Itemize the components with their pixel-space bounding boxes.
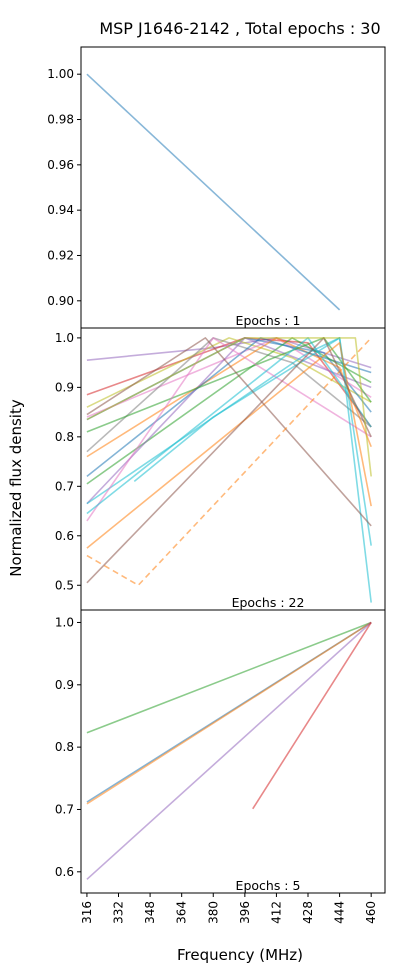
panel-2-series-line-18 [86,337,372,527]
panel-2-series-line-6 [86,337,372,453]
x-tick-label: 316 [80,901,94,924]
panel-2: 0.5 0.6 0.7 0.8 0.9 1.0 Epochs : 22 [55,327,386,611]
panels: 0.90 0.92 0.94 0.96 0.98 1.00 Epochs : 1 0.5 0.6… [47,46,386,924]
panel-3-epochs-label: Epochs : 5 [236,878,301,893]
x-tick-label: 364 [175,901,189,924]
chart-title: MSP J1646-2142 , Total epochs : 30 [99,19,380,38]
x-axis-title: Frequency (MHz) [177,946,303,964]
panel-2-y-tick-label: 0.9 [55,380,74,394]
y-axis-title: Normalized flux density [7,399,25,577]
panel-2-y-tick-label: 0.7 [55,479,74,493]
panel-3-y-tick-label: 0.7 [55,802,74,816]
panel-1-y-tick-label: 0.98 [47,113,74,127]
panel-1-y-tick-label: 1.00 [47,67,74,81]
panel-1-y-tick-label: 0.94 [47,203,74,217]
panel-3-y-tick-label: 0.8 [55,740,74,754]
panel-3-frame [80,609,386,894]
panel-3-series-line-3 [86,621,372,805]
panel-3-series-line-5 [252,622,372,810]
x-tick-label: 444 [333,901,347,924]
panel-3: 0.6 0.7 0.8 0.9 1.0 Epochs : 5 316 332 348 364 380… [55,609,386,924]
panel-3-y-tick-label: 0.9 [55,678,74,692]
x-tick-label: 380 [206,901,220,924]
panel-3-y-tick-label: 1.0 [55,615,74,629]
panel-2-series-line-13 [86,337,372,522]
panel-2-series-line-14 [133,337,372,603]
panel-1-epochs-label: Epochs : 1 [236,313,301,328]
panel-2-y-tick-label: 0.5 [55,578,74,592]
x-tick-label: 412 [269,901,283,924]
panel-2-series-line-11 [86,337,372,546]
panel-3-series-line-1 [86,621,372,734]
x-tick-label: 428 [301,901,315,924]
panel-1-y-tick-label: 0.92 [47,248,74,262]
panel-2-series-line-20 [86,337,372,587]
panel-2-epochs-label: Epochs : 22 [232,595,305,610]
panel-1: 0.90 0.92 0.94 0.96 0.98 1.00 Epochs : 1 [47,46,386,329]
panel-1-y-tick-label: 0.96 [47,158,74,172]
x-tick-label: 332 [112,901,126,924]
panel-2-y-tick-label: 0.8 [55,430,74,444]
panel-2-y-tick-label: 1.0 [55,331,74,345]
x-tick-label: 348 [143,901,157,924]
panel-1-series-line-1 [86,73,341,311]
panel-1-y-tick-label: 0.90 [47,294,74,308]
panel-2-y-tick-label: 0.6 [55,529,74,543]
panel-2-series-line-19 [86,337,372,477]
x-tick-label: 460 [364,901,378,924]
panel-3-series-line-4 [86,621,372,880]
x-tick-label: 396 [238,901,252,924]
panel-3-y-tick-label: 0.6 [55,865,74,879]
panel-1-frame [80,46,386,329]
panel-2-series-line-16 [86,342,372,549]
